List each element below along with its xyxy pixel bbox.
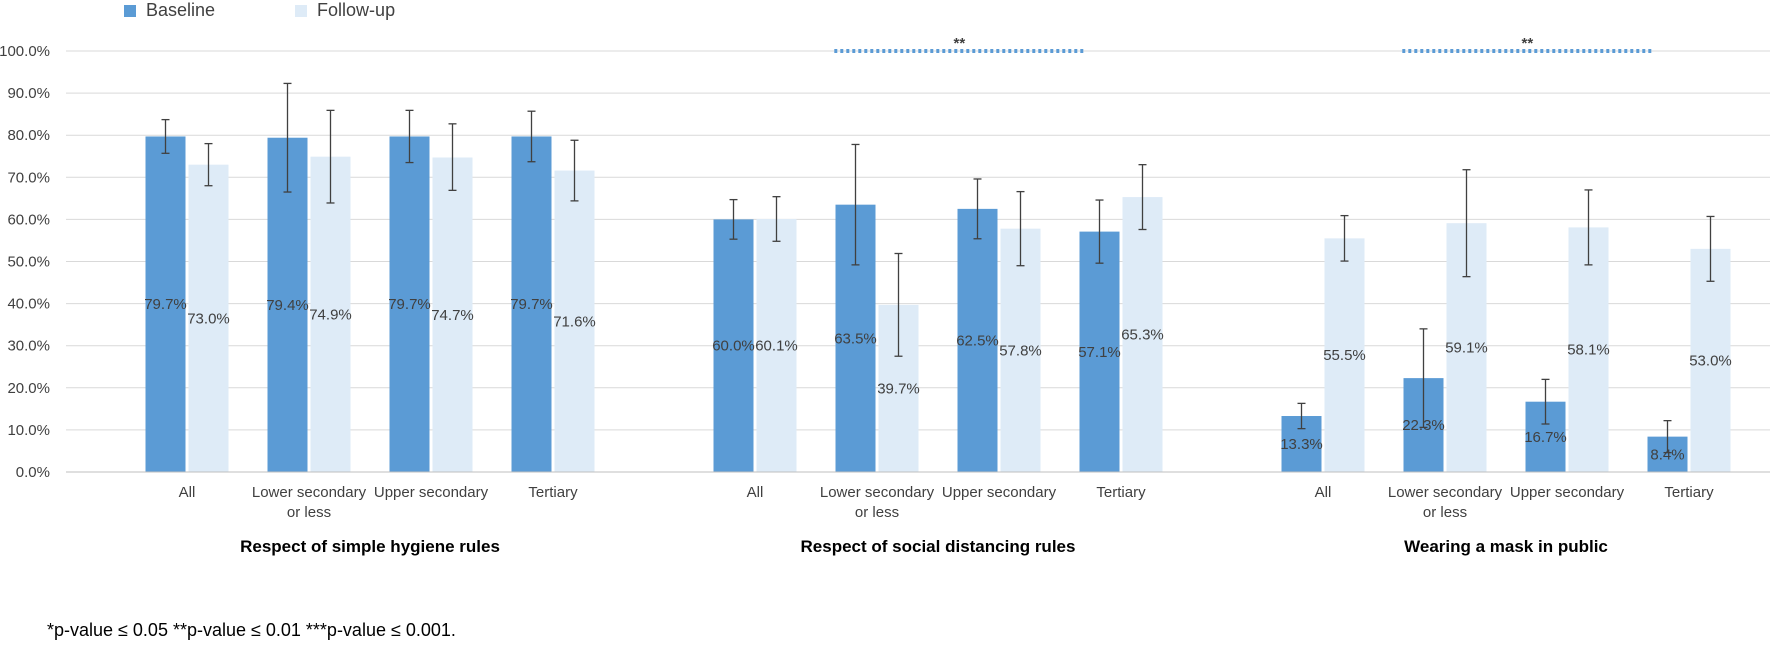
y-tick-label: 90.0%	[7, 85, 50, 102]
x-category-label: Tertiary	[1096, 484, 1146, 501]
x-category-label: All	[179, 484, 196, 501]
bar-followup	[310, 156, 351, 472]
data-label-baseline: 13.3%	[1280, 436, 1323, 453]
data-label-followup: 53.0%	[1689, 352, 1732, 369]
legend-swatch-followup	[295, 4, 308, 17]
data-label-followup: 59.1%	[1445, 340, 1488, 357]
x-category-label: Upper secondary	[374, 484, 489, 501]
data-label-baseline: 79.7%	[388, 296, 431, 313]
bar-baseline	[713, 219, 754, 472]
x-category-label: All	[747, 484, 764, 501]
significance-marker: **	[954, 35, 966, 52]
data-label-followup: 58.1%	[1567, 342, 1610, 359]
x-category-label: Upper secondary	[942, 484, 1057, 501]
bar-baseline	[145, 136, 186, 472]
y-tick-label: 20.0%	[7, 380, 50, 397]
data-label-followup: 65.3%	[1121, 327, 1164, 344]
x-category-label: or less	[287, 504, 331, 521]
data-label-followup: 39.7%	[877, 380, 920, 397]
y-tick-label: 80.0%	[7, 127, 50, 144]
y-tick-label: 40.0%	[7, 296, 50, 313]
x-category-label: Lower secondary	[820, 484, 935, 501]
data-label-followup: 74.9%	[309, 306, 352, 323]
data-label-baseline: 8.4%	[1650, 446, 1684, 463]
bar-followup	[432, 157, 473, 472]
y-tick-label: 0.0%	[16, 464, 50, 481]
bar-followup	[554, 170, 595, 472]
data-label-followup: 55.5%	[1323, 347, 1366, 364]
x-category-label: or less	[855, 504, 899, 521]
y-tick-label: 60.0%	[7, 211, 50, 228]
bar-baseline	[511, 136, 552, 472]
x-category-label: Tertiary	[528, 484, 578, 501]
legend-item-followup: Follow-up	[295, 0, 395, 21]
chart-legend: Baseline Follow-up	[124, 0, 475, 21]
legend-label-followup: Follow-up	[317, 0, 396, 20]
bar-followup	[1324, 238, 1365, 472]
data-label-baseline: 57.1%	[1078, 344, 1121, 361]
group-title: Respect of social distancing rules	[801, 537, 1076, 556]
bar-followup	[756, 218, 797, 472]
data-label-baseline: 60.0%	[712, 338, 755, 355]
significance-marker: **	[1522, 35, 1534, 52]
data-label-baseline: 79.4%	[266, 297, 309, 314]
bar-followup	[1000, 228, 1041, 472]
bar-chart: 0.0% 10.0% 20.0% 30.0% 40.0% 50.0% 60.0% 70.0% 8…	[0, 35, 1770, 556]
data-label-baseline: 63.5%	[834, 330, 877, 347]
data-label-baseline: 79.7%	[144, 296, 187, 313]
y-tick-label: 70.0%	[7, 169, 50, 186]
bar-followup	[1568, 227, 1609, 472]
data-label-followup: 57.8%	[999, 342, 1042, 359]
data-label-followup: 73.0%	[187, 310, 230, 327]
data-label-baseline: 62.5%	[956, 332, 999, 349]
x-category-label: Lower secondary	[1388, 484, 1503, 501]
bar-baseline	[267, 137, 308, 472]
x-category-label: Lower secondary	[252, 484, 367, 501]
bar-baseline	[1079, 231, 1120, 472]
y-tick-label: 30.0%	[7, 338, 50, 355]
legend-item-baseline: Baseline	[124, 0, 215, 21]
x-category-label: Tertiary	[1664, 484, 1714, 501]
data-label-baseline: 16.7%	[1524, 429, 1567, 446]
data-label-followup: 74.7%	[431, 307, 474, 324]
significance-footnote: *p-value ≤ 0.05 **p-value ≤ 0.01 ***p-va…	[47, 620, 456, 640]
bar-followup	[1122, 197, 1163, 472]
y-tick-label: 50.0%	[7, 254, 50, 271]
group-title: Wearing a mask in public	[1404, 537, 1608, 556]
x-category-label: Upper secondary	[1510, 484, 1625, 501]
legend-swatch-baseline	[124, 4, 136, 17]
bar-baseline	[389, 136, 430, 472]
bar-followup	[188, 164, 229, 473]
y-tick-label: 10.0%	[7, 422, 50, 439]
y-tick-label: 100.0%	[0, 43, 50, 60]
x-category-label: or less	[1423, 504, 1467, 521]
legend-label-baseline: Baseline	[146, 0, 216, 20]
data-label-baseline: 79.7%	[510, 296, 553, 313]
x-category-label: All	[1315, 484, 1332, 501]
data-label-baseline: 22.3%	[1402, 417, 1445, 434]
group-title: Respect of simple hygiene rules	[240, 537, 500, 556]
data-label-followup: 60.1%	[755, 337, 798, 354]
bar-followup	[1690, 248, 1731, 472]
data-label-followup: 71.6%	[553, 313, 596, 330]
bar-baseline	[957, 208, 998, 472]
